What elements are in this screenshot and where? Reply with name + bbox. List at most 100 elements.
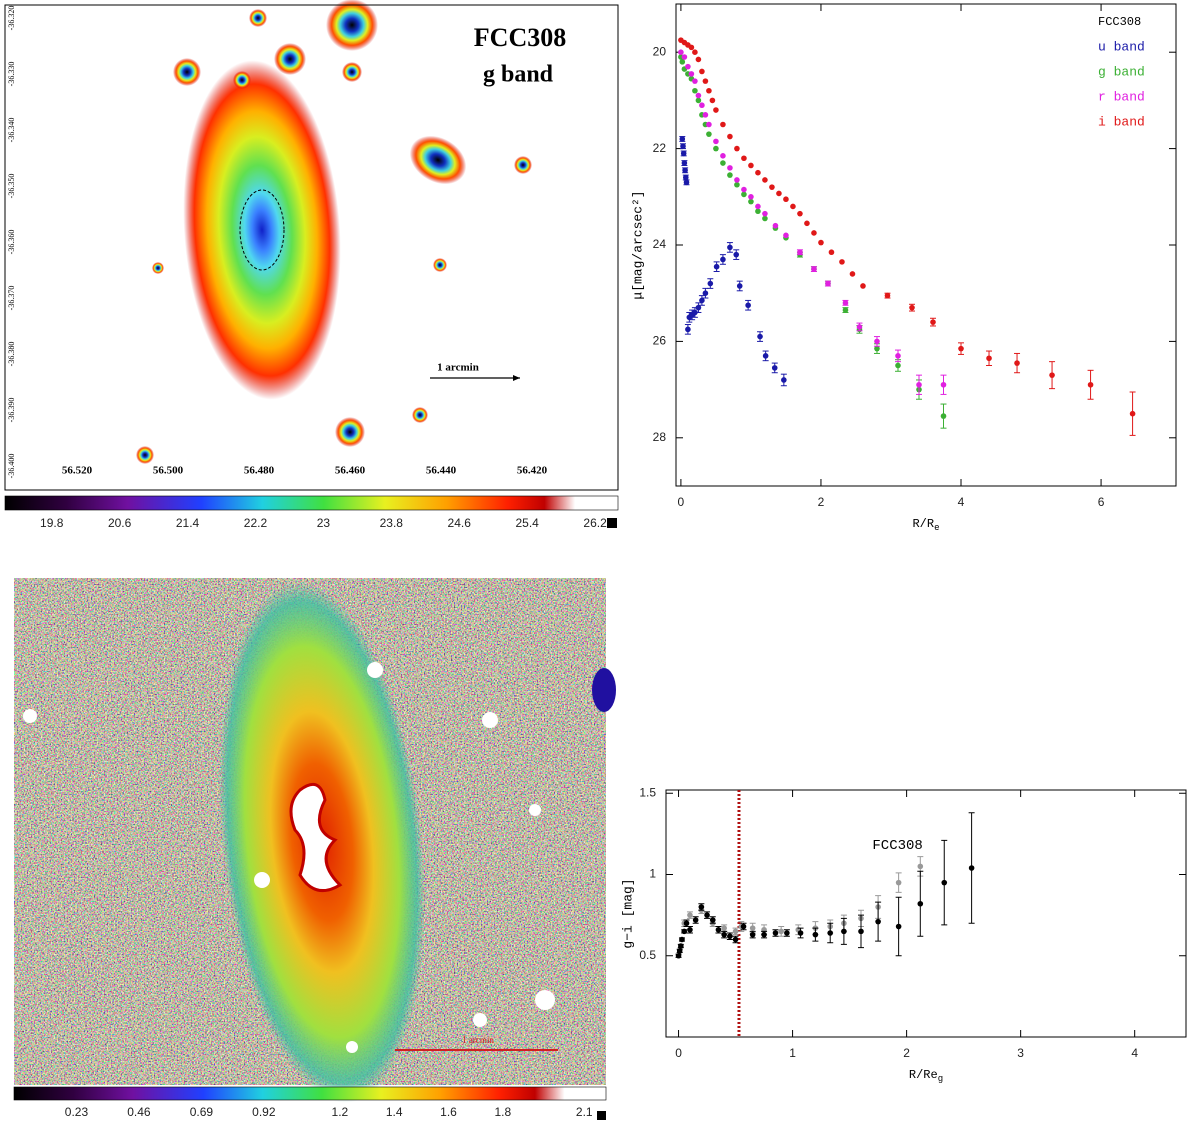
data-point (858, 928, 864, 935)
data-point (781, 377, 787, 383)
data-point (702, 78, 709, 84)
data-point (681, 928, 688, 935)
data-point (732, 936, 739, 943)
colorbar-label: 23.8 (380, 516, 404, 530)
data-point (678, 49, 684, 55)
data-point (757, 333, 763, 340)
colorbar-label: 25.4 (515, 516, 539, 530)
image-y-label: -36.350 (7, 174, 16, 199)
data-point (839, 259, 845, 265)
data-point (875, 918, 881, 925)
data-point (727, 933, 733, 940)
data-point (683, 179, 690, 186)
data-point (811, 230, 817, 236)
y-tick-label: 20 (653, 44, 667, 58)
data-point (941, 879, 948, 886)
data-point (797, 930, 804, 936)
x-tick-label: 2 (903, 1046, 910, 1060)
data-point (797, 249, 803, 256)
data-point (713, 263, 720, 270)
data-point (1049, 372, 1055, 378)
data-point (692, 78, 698, 84)
data-point (812, 931, 819, 938)
data-point (761, 931, 767, 938)
colorbar-label: 1.6 (440, 1105, 457, 1119)
y-tick-label: 28 (653, 430, 667, 444)
colorbar-label: 0.23 (65, 1105, 89, 1119)
data-point (688, 71, 695, 77)
data-point (675, 952, 682, 959)
data-point (698, 904, 705, 910)
image-x-label: 56.440 (426, 465, 457, 477)
image-x-label: 56.480 (244, 465, 275, 477)
data-point (825, 280, 831, 287)
colorbar-label: 22.2 (244, 516, 268, 530)
data-point (720, 121, 726, 128)
data-point (699, 297, 705, 304)
x-tick-label: 2 (818, 495, 825, 509)
data-point (762, 210, 768, 217)
scale-label: 1 arcmin (437, 362, 479, 374)
data-point (699, 68, 705, 75)
legend-entry: g band (1098, 64, 1145, 79)
data-point (930, 319, 936, 325)
data-point (734, 145, 740, 152)
data-point (680, 143, 686, 149)
data-point (849, 271, 856, 277)
x-tick-label: 0 (678, 495, 685, 509)
colorbar-label: 1.2 (332, 1105, 349, 1119)
data-point (895, 353, 901, 359)
data-point (748, 162, 754, 169)
data-point (917, 900, 924, 907)
data-point (772, 222, 779, 229)
data-point (784, 930, 790, 936)
data-point (683, 920, 690, 927)
plot-frame (665, 789, 1187, 1038)
data-point (811, 266, 817, 272)
colorbar-label: 0.92 (252, 1105, 276, 1119)
data-point (783, 196, 789, 203)
y-axis-label: g−i [mag] (620, 878, 635, 948)
colorbar-label: 23 (317, 516, 331, 530)
y-tick-label: 1.5 (639, 785, 656, 799)
data-point (748, 198, 754, 205)
data-point (695, 304, 702, 311)
data-point (778, 928, 784, 935)
data-point (727, 133, 733, 140)
data-point (771, 365, 778, 371)
annotation: FCC308 (872, 838, 922, 854)
data-point (874, 345, 880, 352)
data-point (827, 930, 834, 936)
image-x-label: 56.420 (517, 465, 548, 477)
image-subtitle: g band (483, 62, 554, 88)
x-tick-label: 4 (1131, 1046, 1138, 1060)
data-point (856, 324, 863, 330)
data-point (909, 304, 915, 311)
x-axis-label-main: R/Re (909, 1068, 938, 1082)
data-point (828, 249, 835, 256)
data-point (707, 280, 714, 287)
data-point (1129, 410, 1136, 417)
data-point (734, 177, 740, 183)
data-point (727, 172, 733, 178)
data-point (762, 215, 768, 222)
image-y-label: -36.330 (7, 62, 16, 87)
data-point (749, 931, 756, 938)
data-point (687, 912, 693, 918)
data-point (704, 912, 710, 918)
image-title: FCC308 (474, 23, 566, 52)
colorbar-label: 19.8 (40, 516, 64, 530)
scale-label: 1 arcmin (462, 1035, 494, 1045)
data-point (958, 345, 964, 352)
data-point (685, 326, 691, 333)
data-point (687, 926, 693, 933)
data-point (683, 174, 689, 181)
data-point (748, 194, 754, 200)
data-point (720, 160, 726, 166)
legend-title: FCC308 (1098, 15, 1141, 29)
data-point (713, 138, 719, 145)
data-point (679, 59, 686, 65)
data-point (692, 87, 698, 94)
data-point (895, 362, 901, 369)
data-point (755, 203, 761, 210)
